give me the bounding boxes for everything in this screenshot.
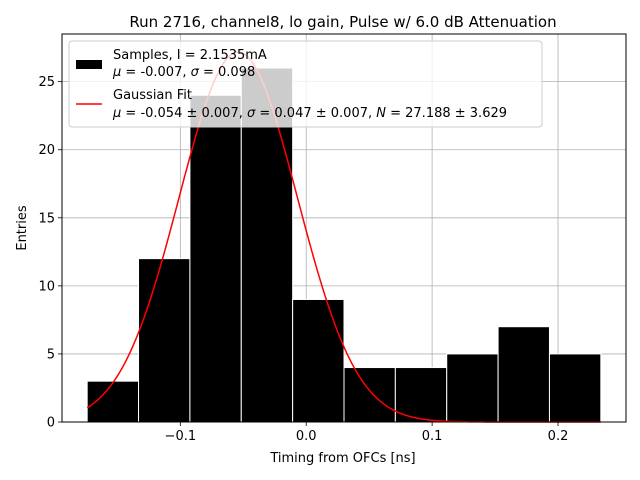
y-tick-label: 15 xyxy=(38,211,55,226)
x-tick-label: 0.0 xyxy=(296,429,317,444)
legend-fit-n-symbol: N xyxy=(376,106,386,121)
histogram-bar xyxy=(394,367,448,423)
legend-samples-mu-symbol: μ xyxy=(112,65,121,80)
legend-fit-mu-symbol: μ xyxy=(112,106,121,121)
x-tick-label: 0.2 xyxy=(548,429,569,444)
x-tick-label: 0.1 xyxy=(422,429,443,444)
histogram-bar xyxy=(343,367,396,423)
x-axis-ticks: −0.1 0.0 0.1 0.2 xyxy=(165,422,569,444)
y-tick-label: 10 xyxy=(38,279,55,294)
y-axis-label: Entries xyxy=(15,205,30,251)
histogram-bar xyxy=(292,298,345,423)
chart-title: Run 2716, channel8, lo gain, Pulse w/ 6.… xyxy=(129,13,556,31)
legend-fit-line1: Gaussian Fit xyxy=(113,88,192,103)
legend-fit-sigma-symbol: σ xyxy=(247,106,256,121)
legend-fit-sigma-value: = 0.047 ± 0.007, xyxy=(255,106,376,121)
legend-samples-line2: μ = -0.007, σ = 0.098 xyxy=(112,65,255,80)
y-tick-label: 20 xyxy=(38,143,55,158)
legend-samples-sigma-value: = 0.098 xyxy=(199,65,255,80)
histogram-bar xyxy=(548,353,602,423)
y-axis-ticks: 0 5 10 15 20 25 xyxy=(38,75,62,431)
legend-samples-mu-value: = -0.007, xyxy=(121,65,190,80)
histogram-bar xyxy=(497,326,550,423)
legend-fit-line2: μ = -0.054 ± 0.007, σ = 0.047 ± 0.007, N… xyxy=(112,106,507,121)
legend: Samples, I = 2.1535mA μ = -0.007, σ = 0.… xyxy=(68,40,543,128)
y-tick-label: 5 xyxy=(47,347,55,362)
y-tick-label: 0 xyxy=(47,416,55,431)
y-tick-label: 25 xyxy=(38,75,55,90)
legend-samples-swatch xyxy=(76,60,102,69)
x-axis-label: Timing from OFCs [ns] xyxy=(269,451,415,466)
legend-box xyxy=(68,40,543,128)
legend-fit-mu-value: = -0.054 ± 0.007, xyxy=(121,106,247,121)
histogram-bar xyxy=(138,258,191,423)
histogram-bar xyxy=(446,353,499,423)
legend-samples-sigma-symbol: σ xyxy=(191,65,200,80)
x-tick-label: −0.1 xyxy=(165,429,197,444)
legend-samples-line1: Samples, I = 2.1535mA xyxy=(113,48,267,63)
histogram-bar xyxy=(189,94,242,423)
legend-fit-n-value: = 27.188 ± 3.629 xyxy=(386,106,507,121)
plot-frame xyxy=(61,33,627,423)
